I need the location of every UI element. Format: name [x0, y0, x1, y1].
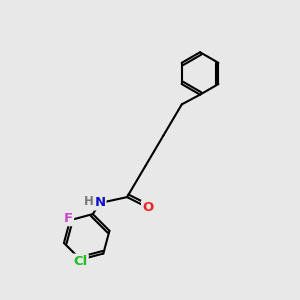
Text: F: F [64, 212, 73, 225]
Text: Cl: Cl [74, 255, 88, 268]
Text: N: N [94, 196, 106, 209]
Text: O: O [142, 201, 153, 214]
Text: H: H [84, 195, 94, 208]
